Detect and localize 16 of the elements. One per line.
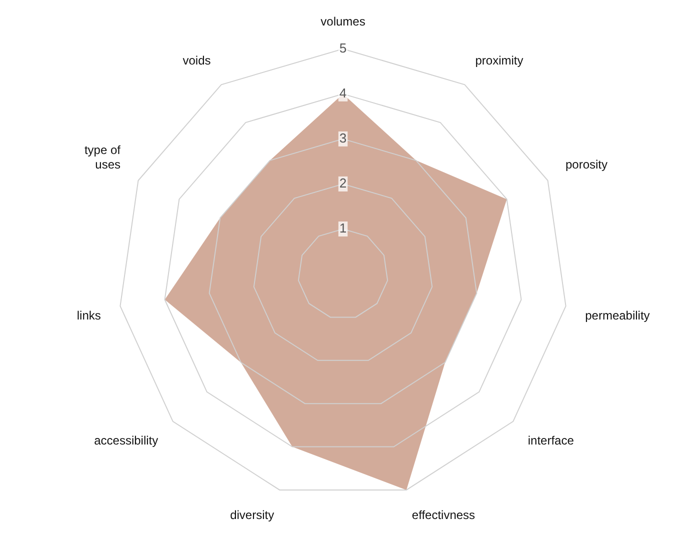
y-tick-label: 3 bbox=[339, 130, 347, 146]
spoke-label: type of uses bbox=[84, 143, 122, 172]
spoke-label: effectivness bbox=[412, 508, 476, 522]
y-tick-label: 2 bbox=[339, 176, 347, 191]
spoke-label: links bbox=[76, 308, 101, 322]
spoke-label: diversity bbox=[230, 508, 274, 522]
y-tick-label: 4 bbox=[339, 86, 347, 100]
y-tick-label: 1 bbox=[339, 220, 347, 236]
spoke-label: permeability bbox=[585, 308, 650, 322]
spoke-label: proximity bbox=[475, 53, 524, 68]
spoke-label: voids bbox=[182, 53, 211, 68]
spoke-label: porosity bbox=[565, 158, 608, 172]
spoke-label: accessibility bbox=[94, 434, 158, 448]
spoke-label: interface bbox=[528, 434, 574, 448]
spoke-label: volumes bbox=[320, 14, 366, 29]
y-tick-label: 5 bbox=[339, 40, 347, 56]
